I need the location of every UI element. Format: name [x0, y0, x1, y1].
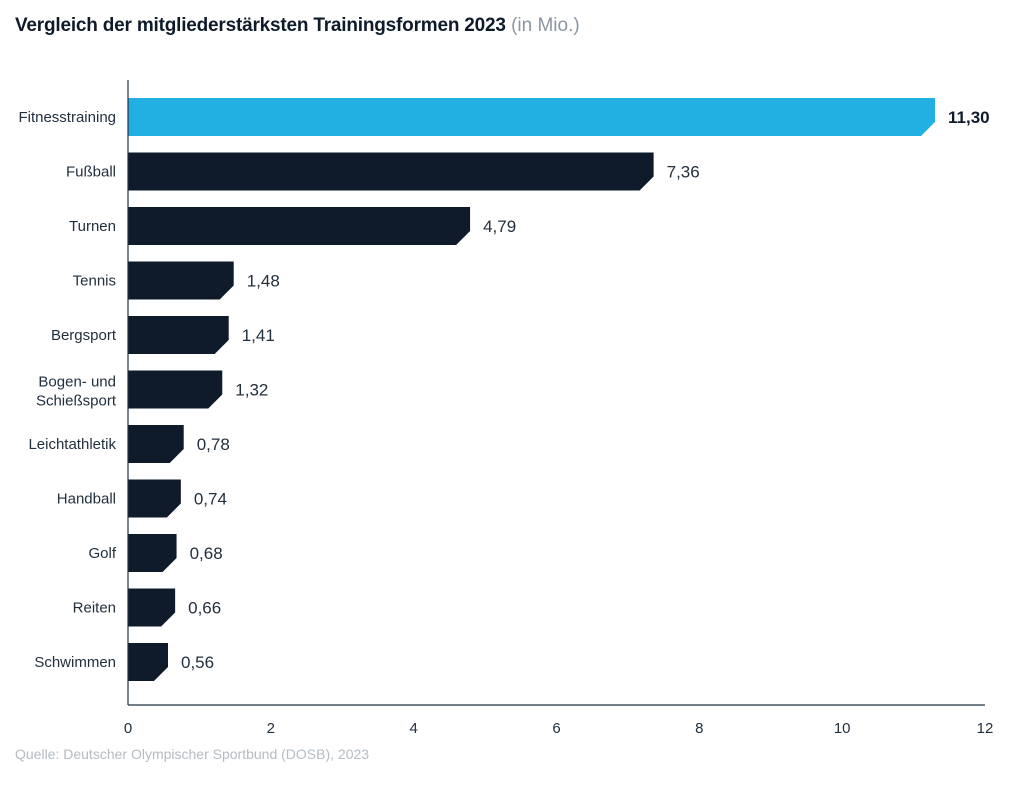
category-label-7: Leichtathletik — [28, 436, 116, 453]
x-tick-label-8: 8 — [695, 720, 703, 737]
x-tick-label-12: 12 — [977, 720, 994, 737]
bar-2 — [128, 152, 654, 191]
value-label-1: 11,30 — [948, 108, 990, 127]
category-label-5: Bergsport — [51, 327, 117, 344]
value-label-4: 1,48 — [247, 272, 280, 291]
chart-title: Vergleich der mitgliederstärksten Traini… — [15, 15, 506, 36]
value-label-7: 0,78 — [197, 435, 230, 454]
category-label-4: Tennis — [73, 273, 116, 290]
chart-unit: (in Mio.) — [511, 15, 580, 36]
bar-10 — [128, 588, 176, 627]
bar-1 — [128, 98, 936, 136]
x-tick-label-6: 6 — [552, 720, 560, 737]
value-label-11: 0,56 — [181, 653, 214, 672]
category-label-8: Handball — [57, 491, 116, 508]
category-label-3: Turnen — [69, 218, 116, 235]
bar-7 — [128, 425, 184, 463]
value-label-3: 4,79 — [483, 217, 516, 236]
value-label-6: 1,32 — [235, 381, 268, 400]
x-tick-label-0: 0 — [124, 720, 132, 737]
bar-4 — [128, 261, 234, 300]
value-label-5: 1,41 — [242, 326, 275, 345]
category-label-10: Reiten — [73, 600, 116, 617]
x-tick-label-2: 2 — [267, 720, 275, 737]
value-label-9: 0,68 — [190, 544, 223, 563]
category-label-2: Fußball — [66, 164, 116, 181]
bar-8 — [128, 479, 181, 518]
x-tick-label-10: 10 — [834, 720, 851, 737]
chart-title-block: Vergleich der mitgliederstärksten Traini… — [15, 15, 580, 37]
x-tick-label-4: 4 — [409, 720, 417, 737]
source-note: Quelle: Deutscher Olympischer Sportbund … — [15, 746, 370, 762]
category-label-9: Golf — [88, 545, 116, 562]
bar-3 — [128, 207, 471, 245]
bar-9 — [128, 534, 177, 572]
value-label-2: 7,36 — [667, 163, 700, 182]
category-label-6: Bogen- und Schießsport — [36, 374, 117, 410]
bar-6 — [128, 370, 223, 409]
category-label-1: Fitnesstraining — [18, 109, 116, 126]
value-label-10: 0,66 — [188, 599, 221, 618]
value-label-8: 0,74 — [194, 490, 227, 509]
bar-11 — [128, 643, 168, 681]
bar-5 — [128, 316, 229, 354]
category-label-11: Schwimmen — [34, 654, 116, 671]
